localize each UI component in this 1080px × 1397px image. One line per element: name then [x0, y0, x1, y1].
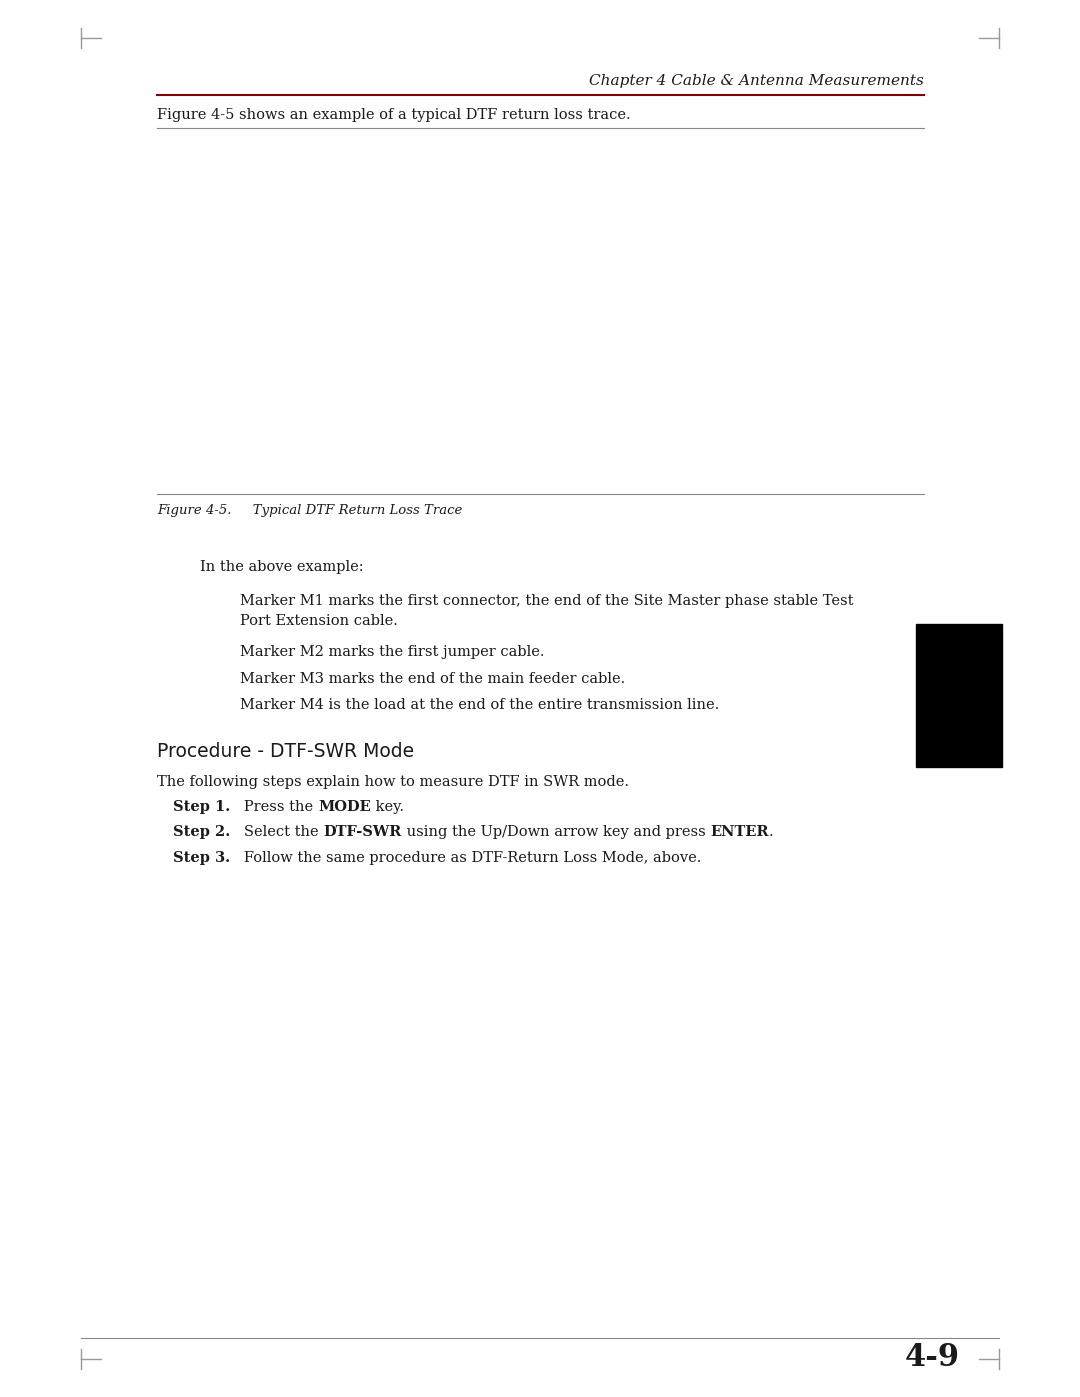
Text: Chapter 4 Cable & Antenna Measurements: Chapter 4 Cable & Antenna Measurements: [589, 74, 924, 88]
Text: MODE: MODE: [318, 800, 370, 814]
Text: Step 2.: Step 2.: [173, 826, 230, 840]
Text: Port Extension cable.: Port Extension cable.: [240, 615, 397, 629]
Text: Step 3.: Step 3.: [173, 851, 230, 865]
Text: 4-9: 4-9: [905, 1343, 960, 1373]
Text: Select the: Select the: [230, 826, 324, 840]
Text: Step 1.: Step 1.: [173, 800, 230, 814]
Text: .: .: [769, 826, 773, 840]
Bar: [916, 624, 1002, 767]
Text: using the Up/Down arrow key and press: using the Up/Down arrow key and press: [402, 826, 711, 840]
Text: The following steps explain how to measure DTF in SWR mode.: The following steps explain how to measu…: [157, 775, 629, 789]
Text: ENTER: ENTER: [711, 826, 769, 840]
Text: Press the: Press the: [230, 800, 318, 814]
Text: Procedure - DTF-SWR Mode: Procedure - DTF-SWR Mode: [157, 742, 414, 761]
Text: Follow the same procedure as DTF-Return Loss Mode, above.: Follow the same procedure as DTF-Return …: [230, 851, 702, 865]
Text: Marker M4 is the load at the end of the entire transmission line.: Marker M4 is the load at the end of the …: [240, 698, 719, 712]
Text: Marker M3 marks the end of the main feeder cable.: Marker M3 marks the end of the main feed…: [240, 672, 625, 686]
Text: DTF-SWR: DTF-SWR: [324, 826, 402, 840]
Text: In the above example:: In the above example:: [200, 560, 364, 574]
Text: Figure 4-5.     Typical DTF Return Loss Trace: Figure 4-5. Typical DTF Return Loss Trac…: [157, 504, 462, 517]
Text: key.: key.: [370, 800, 404, 814]
Text: Figure 4-5 shows an example of a typical DTF return loss trace.: Figure 4-5 shows an example of a typical…: [157, 108, 631, 122]
Text: Marker M1 marks the first connector, the end of the Site Master phase stable Tes: Marker M1 marks the first connector, the…: [240, 594, 853, 608]
Text: Marker M2 marks the first jumper cable.: Marker M2 marks the first jumper cable.: [240, 645, 544, 659]
